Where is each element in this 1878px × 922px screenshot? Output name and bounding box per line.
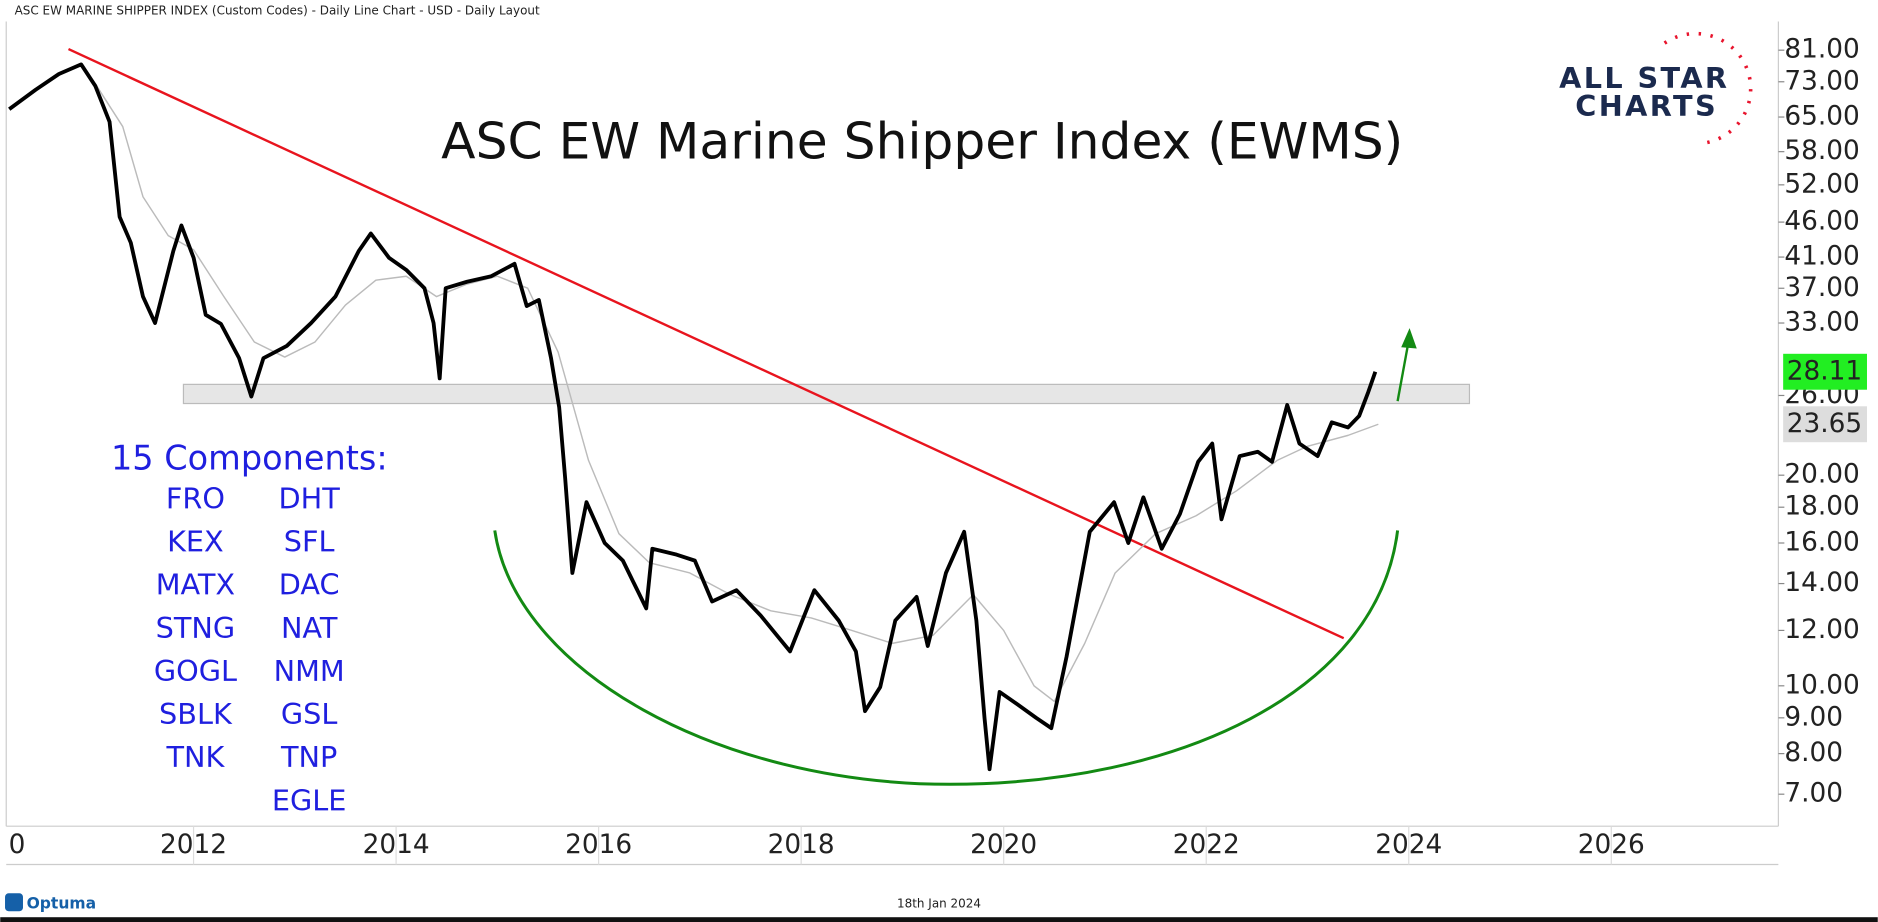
y-tick-label: 73.00	[1784, 66, 1859, 96]
arrow-head	[1401, 328, 1417, 349]
footer-bar	[0, 917, 1878, 922]
x-tick-label: 2024	[1375, 830, 1442, 860]
component: DAC	[279, 568, 340, 602]
component: MATX	[156, 568, 235, 602]
x-tick-label: 2022	[1173, 830, 1240, 860]
x-tick-label: 2012	[160, 830, 227, 860]
y-tick-label: 7.00	[1784, 779, 1843, 809]
component: NMM	[274, 654, 345, 688]
y-tick-label: 9.00	[1784, 702, 1843, 732]
support-zone	[182, 383, 1471, 405]
y-tick-label: 33.00	[1784, 308, 1859, 338]
components-title: 15 Components:	[111, 438, 388, 477]
last-value-label: 28.11	[1787, 356, 1862, 386]
component: NAT	[281, 611, 338, 645]
logo-text: ALL STAR	[1559, 61, 1729, 95]
y-tick-label: 14.00	[1784, 568, 1859, 598]
rounding-bottom-arc	[493, 530, 1400, 786]
last-value-box	[1783, 406, 1867, 443]
component: EGLE	[272, 783, 347, 817]
y-tick-label: 81.00	[1784, 35, 1859, 65]
y-tick-label: 12.00	[1784, 615, 1859, 645]
y-tick-label: 46.00	[1784, 207, 1859, 237]
y-tick-label: 10.00	[1784, 670, 1859, 700]
x-tick-label: 2014	[363, 830, 430, 860]
footer-icon	[5, 893, 23, 912]
y-tick-label: 58.00	[1784, 136, 1859, 166]
y-tick-label: 41.00	[1784, 242, 1859, 272]
component: SBLK	[159, 697, 233, 731]
component: KEX	[167, 525, 224, 559]
x-tick-label: 2020	[970, 830, 1037, 860]
last-value-label: 23.65	[1787, 409, 1862, 439]
y-tick-label: 37.00	[1784, 273, 1859, 303]
component: TNP	[280, 740, 337, 774]
component: STNG	[156, 611, 236, 645]
y-tick-label: 20.00	[1784, 460, 1859, 490]
component: TNK	[165, 740, 225, 774]
component: GSL	[281, 697, 337, 731]
last-value-box	[1783, 353, 1867, 390]
component: FRO	[166, 482, 225, 516]
header: ASC EW MARINE SHIPPER INDEX (Custom Code…	[15, 3, 540, 17]
arrow-shaft	[1396, 342, 1410, 402]
price-line	[8, 62, 1378, 772]
x-tick-label: 2016	[565, 830, 632, 860]
chart-title: ASC EW Marine Shipper Index (EWMS)	[441, 111, 1403, 170]
x-tick-label: 2018	[768, 830, 835, 860]
component: GOGL	[154, 654, 237, 688]
y-tick-label: 52.00	[1784, 169, 1859, 199]
marks	[8, 62, 1379, 772]
footer-brand: Optuma	[27, 895, 97, 913]
y-tick-label: 8.00	[1784, 738, 1843, 768]
y-tick-label: 16.00	[1784, 527, 1859, 557]
x-tick-label: 0	[9, 830, 26, 860]
x-tick-label: 2026	[1578, 830, 1645, 860]
y-tick-label: 18.00	[1784, 492, 1859, 522]
component: DHT	[279, 482, 341, 516]
y-tick-label: 65.00	[1784, 102, 1859, 132]
components-list: FRO KEX MATX STNG GOGL SBLK TNK DHT SFL DAC NAT NMM…	[154, 482, 347, 818]
logo-text: CHARTS	[1575, 89, 1718, 123]
component: SFL	[284, 525, 335, 559]
footer-date: 18th Jan 2024	[897, 897, 981, 911]
moving-average-line	[94, 83, 1379, 703]
logo: ALL STAR CHARTS	[1559, 31, 1753, 146]
